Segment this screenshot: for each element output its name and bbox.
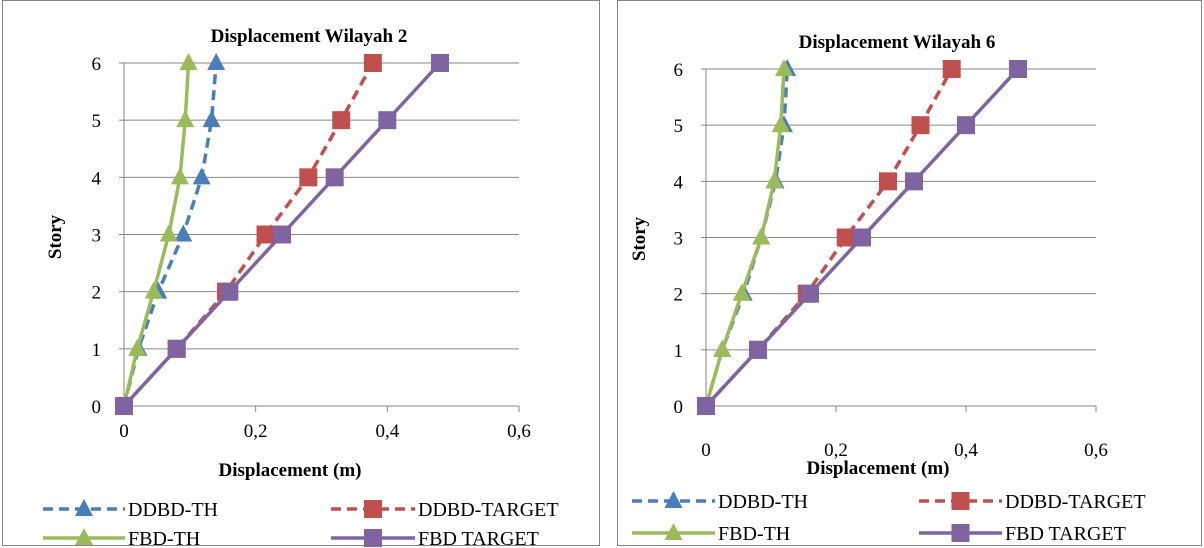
y-axis-title: Story [629, 216, 650, 261]
data-point [378, 111, 397, 130]
x-tick-label: 0,2 [244, 421, 268, 442]
data-point [192, 167, 211, 185]
y-tick-label: 3 [92, 226, 102, 247]
data-point [836, 228, 855, 247]
legend-marker [75, 528, 93, 545]
data-point [220, 282, 239, 301]
legend-label: FBD TARGET [418, 528, 539, 548]
data-point [179, 53, 198, 70]
x-axis-title: Displacement (m) [807, 458, 950, 479]
data-point [911, 116, 930, 135]
legend-label: FBD-TH [128, 528, 200, 548]
legend-label: DDBD-TARGET [418, 499, 559, 521]
x-tick-label: 0,6 [507, 421, 531, 442]
data-point [273, 225, 291, 244]
series-fbd-th [115, 53, 198, 413]
y-tick-label: 6 [92, 54, 102, 75]
series-fbd-target [115, 54, 449, 415]
chart-title: Displacement Wilayah 2 [211, 26, 408, 47]
data-point [299, 168, 318, 187]
series-fbd-target [697, 60, 1027, 415]
data-point [167, 339, 186, 358]
data-point [159, 224, 178, 242]
x-tick-label: 0,4 [954, 440, 978, 461]
data-point [115, 397, 133, 415]
x-tick-label: 0 [701, 440, 711, 461]
x-tick-label: 0,6 [1084, 440, 1108, 461]
y-tick-label: 0 [92, 397, 102, 418]
data-point [332, 111, 351, 130]
legend-marker [664, 523, 683, 540]
legend-marker [364, 529, 382, 547]
legend-label: DDBD-TH [718, 491, 808, 513]
data-point [128, 338, 147, 356]
x-tick-label: 0,4 [375, 421, 399, 442]
y-tick-label: 1 [92, 340, 102, 361]
data-point [879, 172, 897, 191]
y-tick-label: 4 [674, 172, 684, 193]
x-axis-title: Displacement (m) [219, 460, 362, 481]
x-tick-label: 0,2 [824, 440, 848, 461]
data-point [765, 171, 784, 189]
data-point [256, 225, 275, 244]
series-fbd-th [697, 59, 793, 413]
chart-svg: Displacement Wilayah 2 Story Displacemen… [43, 26, 559, 548]
y-tick-label: 3 [674, 229, 684, 250]
chart-panel-wilayah-6: Displacement Wilayah 6 Story Displacemen… [617, 0, 1202, 546]
data-point [325, 168, 344, 187]
data-point [202, 110, 221, 128]
y-tick-label: 4 [92, 168, 102, 189]
data-point [1009, 60, 1027, 78]
legend-marker [364, 500, 382, 518]
y-tick-label: 2 [674, 285, 684, 306]
data-point [170, 167, 189, 185]
chart-svg: Displacement Wilayah 6 Story Displacemen… [629, 32, 1146, 545]
data-point [431, 54, 449, 72]
data-point [801, 284, 819, 303]
data-point [853, 228, 871, 247]
legend-marker [75, 499, 93, 516]
data-point [749, 340, 767, 359]
y-tick-label: 2 [92, 283, 102, 304]
legend-marker [951, 524, 970, 542]
y-tick-label: 1 [674, 341, 684, 362]
data-point [363, 54, 382, 72]
legend-label: DDBD-TARGET [1005, 491, 1146, 513]
y-tick-label: 6 [674, 60, 684, 81]
data-point [207, 53, 226, 70]
data-point [174, 224, 193, 242]
data-point [176, 110, 195, 128]
y-tick-label: 5 [92, 111, 102, 132]
legend-label: DDBD-TH [128, 499, 218, 521]
data-point [732, 283, 751, 301]
y-tick-label: 5 [674, 116, 684, 137]
legend-marker [951, 492, 970, 510]
legend-label: FBD TARGET [1005, 523, 1126, 545]
data-point [697, 397, 715, 415]
data-point [144, 281, 163, 299]
legend-marker [664, 491, 683, 508]
y-tick-label: 0 [674, 397, 684, 418]
data-point [905, 172, 923, 191]
y-axis-title: Story [45, 214, 66, 259]
data-point [942, 60, 961, 78]
data-point [771, 115, 790, 133]
data-point [957, 116, 975, 135]
x-tick-label: 0 [119, 421, 129, 442]
chart-panel-wilayah-2: Displacement Wilayah 2 Story Displacemen… [2, 0, 600, 548]
chart-title: Displacement Wilayah 6 [799, 32, 996, 53]
legend-label: FBD-TH [718, 523, 790, 545]
data-point [775, 59, 793, 76]
data-point [713, 339, 732, 357]
data-point [752, 227, 771, 245]
